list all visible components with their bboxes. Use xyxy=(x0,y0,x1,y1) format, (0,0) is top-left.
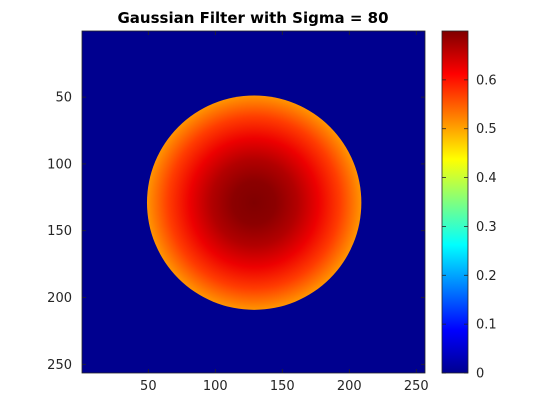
colorbar-tick-label: 0.6 xyxy=(476,73,497,88)
y-tick-label: 200 xyxy=(47,291,72,306)
colorbar: 0 0.1 0.2 0.3 0.4 0.5 0.6 xyxy=(441,30,497,382)
x-axis-ticks: 50 100 150 200 250 xyxy=(140,31,429,394)
colorbar-tick-label: 0.4 xyxy=(476,171,497,186)
colorbar-tick-label: 0.3 xyxy=(476,220,497,235)
colorbar-tick-label: 0 xyxy=(476,367,484,382)
x-tick-label: 50 xyxy=(140,379,157,394)
x-tick-label: 100 xyxy=(203,379,228,394)
colorbar-tick-label: 0.2 xyxy=(476,269,497,284)
y-tick-label: 250 xyxy=(47,358,72,373)
colorbar-tick-label: 0.5 xyxy=(476,122,497,137)
y-tick-label: 150 xyxy=(47,224,72,239)
colorbar-tick-label: 0.1 xyxy=(476,318,497,333)
y-tick-label: 50 xyxy=(55,91,72,106)
colorbar-ticks: 0 0.1 0.2 0.3 0.4 0.5 0.6 xyxy=(442,73,497,382)
y-axis-ticks: 50 100 150 200 250 xyxy=(47,91,425,373)
x-tick-label: 200 xyxy=(337,379,362,394)
axes-frame xyxy=(81,30,426,374)
gaussian-disk xyxy=(146,95,362,310)
chart-title: Gaussian Filter with Sigma = 80 xyxy=(117,9,388,27)
y-tick-label: 100 xyxy=(47,157,72,172)
heatmap-axes: 50 100 150 200 250 50 100 150 200 250 xyxy=(47,30,429,394)
colorbar-gradient xyxy=(441,30,469,374)
x-tick-label: 250 xyxy=(404,379,429,394)
x-tick-label: 150 xyxy=(270,379,295,394)
